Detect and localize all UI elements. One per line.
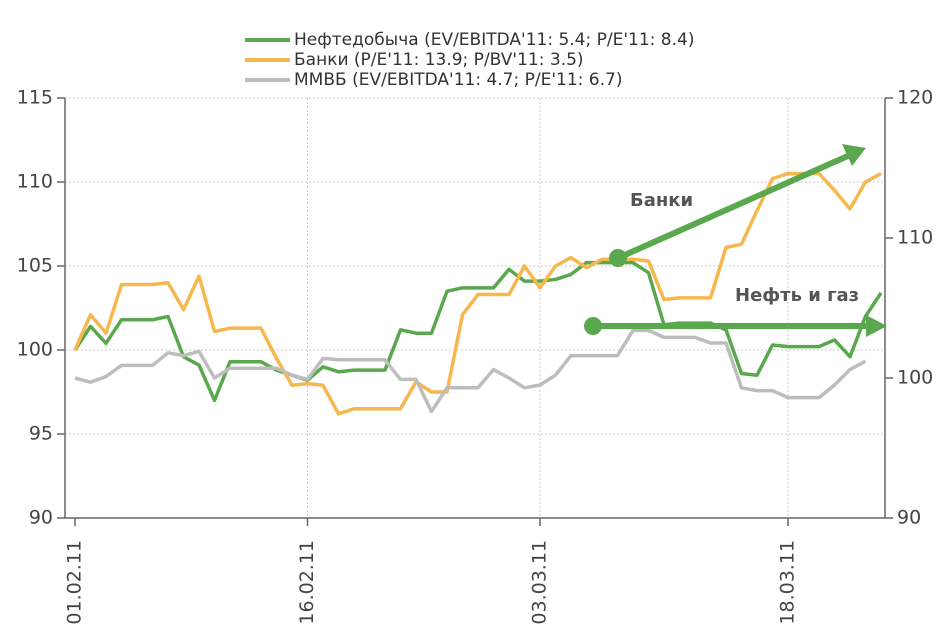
x-tick-label: 01.02.11 (64, 540, 86, 625)
y2-tick-label: 100 (897, 367, 933, 389)
legend-label: Нефтедобыча (EV/EBITDA'11: 5.4; P/E'11: … (294, 30, 694, 50)
annotation: Нефть и газ (735, 285, 859, 306)
annotation-arrows (584, 144, 887, 337)
arrow-head (842, 144, 866, 166)
x-tick-label: 03.03.11 (529, 540, 551, 625)
arrow-head (866, 315, 887, 337)
arrow-dot (584, 317, 602, 335)
arrow (616, 152, 852, 261)
series-line (73, 260, 883, 403)
y-tick-label: 115 (17, 87, 53, 109)
y-tick-label: 100 (17, 339, 53, 361)
y-tick-label: 105 (17, 255, 53, 277)
y2-tick-label: 110 (897, 227, 933, 249)
arrow-dot (609, 249, 627, 267)
legend-label: Банки (P/E'11: 13.9; P/BV'11: 3.5) (294, 50, 584, 70)
y2-tick-label: 120 (897, 87, 933, 109)
y-tick-label: 90 (29, 507, 53, 529)
plot: 90 95 100 105 110 115 90 100 110 120 01.02.11 16.02… (17, 30, 934, 625)
series-line (74, 328, 867, 414)
y2-tick-label: 90 (897, 507, 921, 529)
annotation: Банки (630, 190, 693, 211)
x-tick-label: 16.02.11 (296, 540, 318, 625)
y-tick-label: 110 (17, 171, 53, 193)
legend-label: ММВБ (EV/EBITDA'11: 4.7; P/E'11: 6.7) (294, 70, 622, 90)
series-line (73, 171, 882, 416)
y-tick-label: 95 (29, 423, 53, 445)
x-tick-label: 18.03.11 (777, 540, 799, 625)
